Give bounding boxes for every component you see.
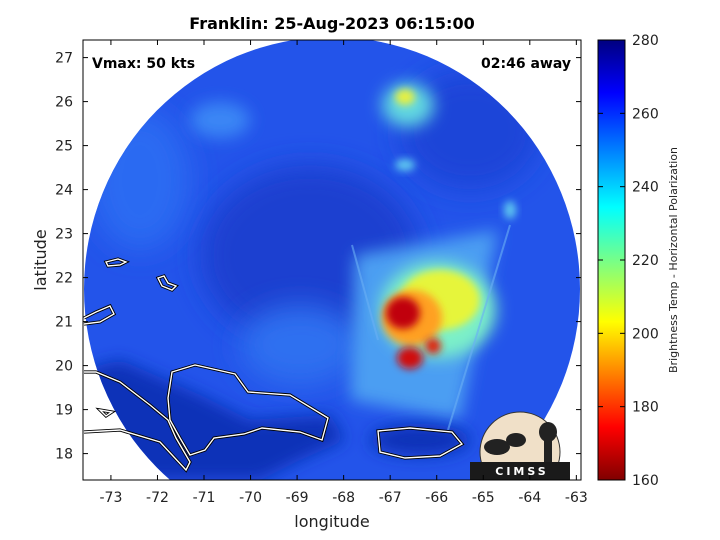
colorbar-tick-label: 260 (632, 106, 659, 122)
logo-dish-1 (484, 439, 510, 455)
cuba-east-coast (83, 305, 115, 325)
inagua-coast (104, 258, 128, 267)
x-tick-label: -71 (193, 490, 216, 506)
cimss-logo: CIMSS (470, 411, 570, 480)
cloud-patch-east (504, 201, 516, 219)
plot-area: CIMSS (83, 40, 580, 480)
y-tick-label: 25 (55, 139, 73, 155)
logo-water-tower (539, 422, 557, 442)
dominican-republic-coast (167, 364, 329, 456)
x-tick-label: -70 (239, 490, 262, 506)
x-tick-label: -68 (332, 490, 355, 506)
northern-band-core (395, 89, 415, 105)
swath-seam-west (351, 244, 379, 341)
puerto-rico-coast (377, 427, 464, 459)
colorbar-label: Brightness Temp - Horizontal Polarizatio… (667, 147, 680, 373)
logo-dish-2 (506, 433, 526, 447)
convection-core-3 (425, 338, 441, 354)
caicos-coast (157, 275, 178, 291)
x-tick-label: -72 (146, 490, 169, 506)
y-tick-label: 22 (55, 271, 73, 287)
vmax-label: Vmax: 50 kts (92, 56, 195, 72)
x-axis-ticks: -73 -72 -71 -70 -69 -68 -67 -66 -65 -64 -63 (99, 40, 588, 506)
y-tick-label: 20 (55, 359, 73, 375)
plot-frame (82, 39, 582, 481)
y-tick-label: 23 (55, 227, 73, 243)
time-away-label: 02:46 away (481, 56, 571, 72)
cloud-patch-south (240, 305, 360, 385)
colorbar-tick-label: 240 (632, 180, 659, 196)
x-tick-label: -66 (425, 490, 448, 506)
microwave-image (84, 40, 580, 480)
x-tick-label: -73 (99, 490, 122, 506)
colorbar-tick-label: 160 (632, 473, 659, 489)
colorbar-tick-label: 200 (632, 326, 659, 342)
gonave-coast (97, 408, 114, 417)
northern-band (382, 83, 434, 127)
convection-core-2 (397, 347, 423, 369)
y-tick-label: 24 (55, 183, 73, 199)
logo-water-tower-leg (544, 440, 552, 470)
x-tick-label: -65 (472, 490, 495, 506)
cloud-patch-north (395, 159, 415, 171)
y-axis-label: latitude (31, 229, 50, 290)
y-tick-label: 27 (55, 51, 73, 67)
haiti-coast (83, 371, 191, 472)
western-field (90, 110, 190, 250)
cloud-patch-nw (190, 102, 250, 138)
x-tick-label: -64 (518, 490, 541, 506)
colorbar-tick-label: 280 (632, 33, 659, 49)
hispaniola-surface (84, 360, 345, 480)
y-tick-label: 18 (55, 447, 73, 463)
x-tick-label: -67 (379, 490, 402, 506)
coastline-lines (83, 258, 464, 472)
colorbar-tick-label: 180 (632, 400, 659, 416)
y-axis-ticks: 18 19 20 21 22 23 24 25 26 27 (55, 51, 581, 463)
y-tick-label: 21 (55, 315, 73, 331)
y-tick-label: 26 (55, 95, 73, 111)
colorbar-tick-label: 220 (632, 253, 659, 269)
logo-banner (470, 462, 570, 480)
logo-text: CIMSS (495, 465, 548, 478)
x-tick-label: -69 (286, 490, 309, 506)
convection-core-1 (386, 297, 420, 329)
swath-seam-east (447, 224, 511, 431)
colorbar-ticks: 160 180 200 220 240 260 280 (598, 33, 659, 489)
y-tick-label: 19 (55, 403, 73, 419)
x-tick-label: -63 (565, 490, 588, 506)
chart-title: Franklin: 25-Aug-2023 06:15:00 (189, 14, 474, 33)
x-axis-label: longitude (294, 512, 369, 531)
